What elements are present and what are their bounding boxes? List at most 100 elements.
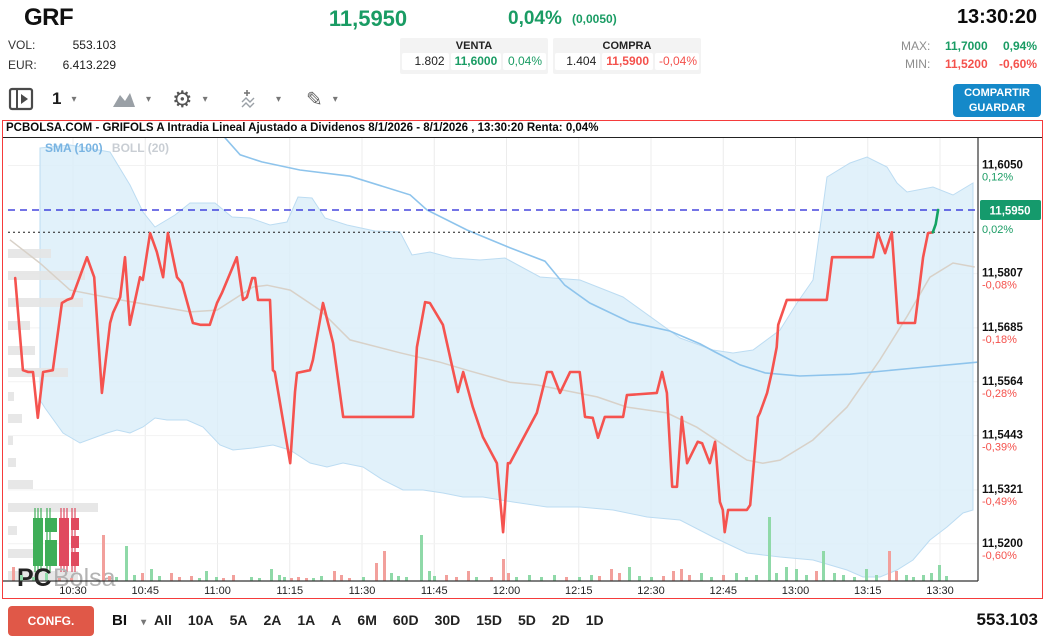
range-button-1a[interactable]: 1A [297, 612, 316, 628]
range-button-5a[interactable]: 5A [229, 612, 248, 628]
svg-text:12:00: 12:00 [493, 585, 521, 597]
ask-percent: 0,04% [503, 53, 546, 70]
chart-header-title: PCBOLSA.COM - GRIFOLS A Intradia Lineal … [3, 121, 1042, 138]
max-price: 11,7000 [944, 39, 988, 53]
svg-text:13:30: 13:30 [926, 585, 954, 597]
range-button-60d[interactable]: 60D [392, 612, 419, 628]
svg-text:12:45: 12:45 [709, 585, 737, 597]
save-label: GUARDAR [968, 102, 1026, 114]
ask-size: 1.802 [402, 53, 449, 70]
ask-box: VENTA 1.802 11,6000 0,04% [400, 38, 548, 74]
change-percent: 0,04% [508, 8, 562, 29]
settings-dropdown[interactable]: ⚙ ▾ [172, 84, 208, 114]
indicators-dropdown[interactable]: ▾ [240, 84, 281, 114]
min-percent: -0,60% [998, 57, 1037, 71]
max-label: MAX: [900, 39, 931, 53]
svg-text:-0,08%: -0,08% [982, 280, 1017, 292]
gear-icon: ⚙ [172, 86, 193, 112]
svg-text:-0,39%: -0,39% [982, 442, 1017, 454]
svg-text:11,5564: 11,5564 [982, 376, 1024, 388]
price-chart[interactable]: PCBolsa11,60500,12%11,59500,02%11,5807-0… [3, 138, 1042, 598]
bid-size: 1.404 [555, 53, 601, 70]
svg-text:13:00: 13:00 [782, 585, 810, 597]
market-label: BI [112, 612, 127, 629]
vol-label: VOL: [8, 38, 36, 52]
area-chart-icon [113, 93, 135, 107]
svg-text:0,12%: 0,12% [982, 172, 1013, 184]
chevron-down-icon: ▾ [202, 93, 208, 105]
svg-text:11:15: 11:15 [276, 585, 303, 597]
bid-box: COMPRA 1.404 11,5900 -0,04% [553, 38, 701, 74]
config-button[interactable]: CONFG. [8, 606, 94, 636]
panel-icon [8, 87, 34, 111]
svg-text:11,5950: 11,5950 [990, 206, 1031, 218]
pencil-icon: ✎ [306, 88, 323, 111]
vol-value: 553.103 [72, 38, 116, 52]
range-button-a[interactable]: A [331, 612, 342, 628]
svg-text:11,5685: 11,5685 [982, 322, 1024, 334]
range-button-10a[interactable]: 10A [187, 612, 214, 628]
min-row: MIN: 11,5200 -0,60% [905, 57, 1037, 71]
range-button-2d[interactable]: 2D [551, 612, 570, 628]
eur-value: 6.413.229 [62, 58, 116, 72]
symbol-ticker: GRF [24, 4, 74, 31]
range-button-6m[interactable]: 6M [357, 612, 377, 628]
range-button-15d[interactable]: 15D [476, 612, 502, 628]
bid-title: COMPRA [602, 40, 652, 52]
range-selector: All 10A 5A 2A 1A A 6M 60D 30D 15D 5D 2D 1D [146, 612, 612, 628]
panel-toggle-button[interactable] [8, 84, 34, 114]
max-percent: 0,94% [1002, 39, 1037, 53]
svg-text:11,5807: 11,5807 [982, 268, 1023, 280]
svg-text:-0,18%: -0,18% [982, 334, 1017, 346]
svg-text:10:45: 10:45 [131, 585, 159, 597]
min-price: 11,5200 [944, 57, 988, 71]
svg-text:11:45: 11:45 [421, 585, 448, 597]
legend-sma[interactable]: SMA (100) [45, 141, 103, 155]
svg-text:12:15: 12:15 [565, 585, 593, 597]
range-button-all[interactable]: All [154, 612, 172, 628]
eur-row: EUR: 6.413.229 [8, 58, 116, 72]
add-indicator-icon [241, 90, 255, 108]
svg-text:11,6050: 11,6050 [982, 160, 1023, 172]
max-row: MAX: 11,7000 0,94% [901, 39, 1037, 53]
chevron-down-icon: ▾ [146, 93, 152, 105]
share-save-button[interactable]: COMPARTIR GUARDAR [953, 84, 1041, 117]
svg-text:0,02%: 0,02% [982, 224, 1013, 236]
chevron-down-icon: ▾ [71, 93, 77, 105]
footer-bar: CONFG. BI ▾ All 10A 5A 2A 1A A 6M 60D 30D 15D 5D 2D… [0, 603, 1046, 643]
svg-text:12:30: 12:30 [637, 585, 665, 597]
svg-text:11,5321: 11,5321 [982, 484, 1024, 496]
last-price: 11,5950 [328, 6, 408, 31]
svg-text:-0,28%: -0,28% [982, 388, 1017, 400]
chart-type-dropdown[interactable]: ▾ [112, 84, 151, 114]
total-volume: 553.103 [976, 610, 1038, 629]
eur-label: EUR: [8, 58, 37, 72]
session-clock: 13:30:20 [956, 6, 1037, 28]
svg-text:11:00: 11:00 [204, 585, 231, 597]
market-dropdown[interactable]: BI ▾ [112, 612, 146, 629]
ask-price: 11,6000 [450, 53, 502, 70]
svg-text:-0,60%: -0,60% [982, 550, 1017, 562]
chevron-down-icon: ▾ [332, 93, 338, 105]
svg-text:11:30: 11:30 [349, 585, 376, 597]
svg-text:11,5200: 11,5200 [982, 538, 1023, 550]
interval-value: 1 [52, 89, 62, 108]
interval-dropdown[interactable]: 1 ▾ [52, 84, 77, 114]
svg-text:10:30: 10:30 [59, 585, 87, 597]
chevron-down-icon: ▾ [276, 93, 282, 105]
share-label: COMPARTIR [964, 87, 1030, 99]
svg-text:Bolsa: Bolsa [53, 564, 116, 592]
range-button-5d[interactable]: 5D [517, 612, 536, 628]
chevron-down-icon: ▾ [141, 617, 147, 628]
range-button-30d[interactable]: 30D [434, 612, 461, 628]
range-button-2a[interactable]: 2A [263, 612, 282, 628]
volume-row: VOL: 553.103 [8, 38, 116, 52]
range-button-1d[interactable]: 1D [585, 612, 604, 628]
draw-tools-dropdown[interactable]: ✎ ▾ [306, 84, 338, 114]
min-label: MIN: [904, 57, 931, 71]
bid-percent: -0,04% [655, 53, 699, 70]
legend-boll[interactable]: BOLL (20) [111, 141, 170, 155]
ask-title: VENTA [455, 40, 493, 52]
chart-toolbar: 1 ▾ ▾ ⚙ ▾ ▾ ✎ ▾ COMPARTIR [0, 82, 1046, 118]
